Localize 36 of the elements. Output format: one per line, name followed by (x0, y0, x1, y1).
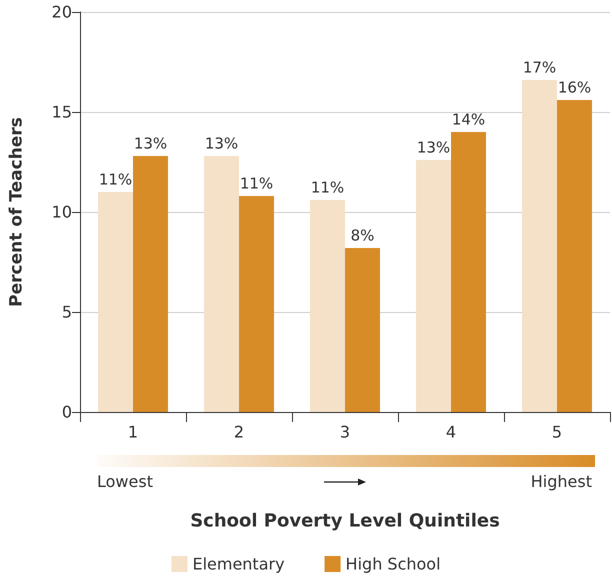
data-label: 17% (522, 58, 556, 76)
data-label: 13% (204, 134, 238, 152)
data-label: 13% (416, 138, 450, 156)
data-label: 11% (310, 178, 344, 196)
y-tick-label: 10 (52, 202, 72, 222)
legend-label: Elementary (192, 554, 285, 574)
text: Highest (530, 472, 592, 491)
x-tick-label: 3 (340, 422, 350, 442)
y-axis-title: Percent of Teachers (6, 117, 26, 307)
data-label: 11% (98, 170, 132, 188)
x-tick-label: 5 (552, 422, 562, 442)
bar (239, 196, 274, 412)
y-tick-label: 20 (52, 2, 72, 22)
data-label: 13% (134, 134, 168, 152)
data-label: 14% (452, 110, 486, 128)
bar (98, 192, 133, 412)
data-label: 16% (558, 78, 592, 96)
x-tick-label: 4 (446, 422, 456, 442)
x-tick-label: 2 (234, 422, 244, 442)
y-tick-label: 5 (62, 302, 72, 322)
bar (451, 132, 486, 412)
bar (204, 156, 239, 412)
y-tick-label: 0 (62, 402, 72, 422)
bar (557, 100, 592, 412)
text: Lowest (97, 472, 153, 491)
legend-label: High School (346, 554, 441, 574)
data-label: 11% (240, 174, 274, 192)
bar (416, 160, 451, 412)
y-tick-label: 15 (52, 102, 72, 122)
bar (133, 156, 168, 412)
x-tick-label: 1 (128, 422, 138, 442)
bar (345, 248, 380, 412)
data-label: 8% (350, 226, 374, 244)
bar (522, 80, 557, 412)
x-axis-title: School Poverty Level Quintiles (190, 510, 500, 532)
bar (310, 200, 345, 412)
